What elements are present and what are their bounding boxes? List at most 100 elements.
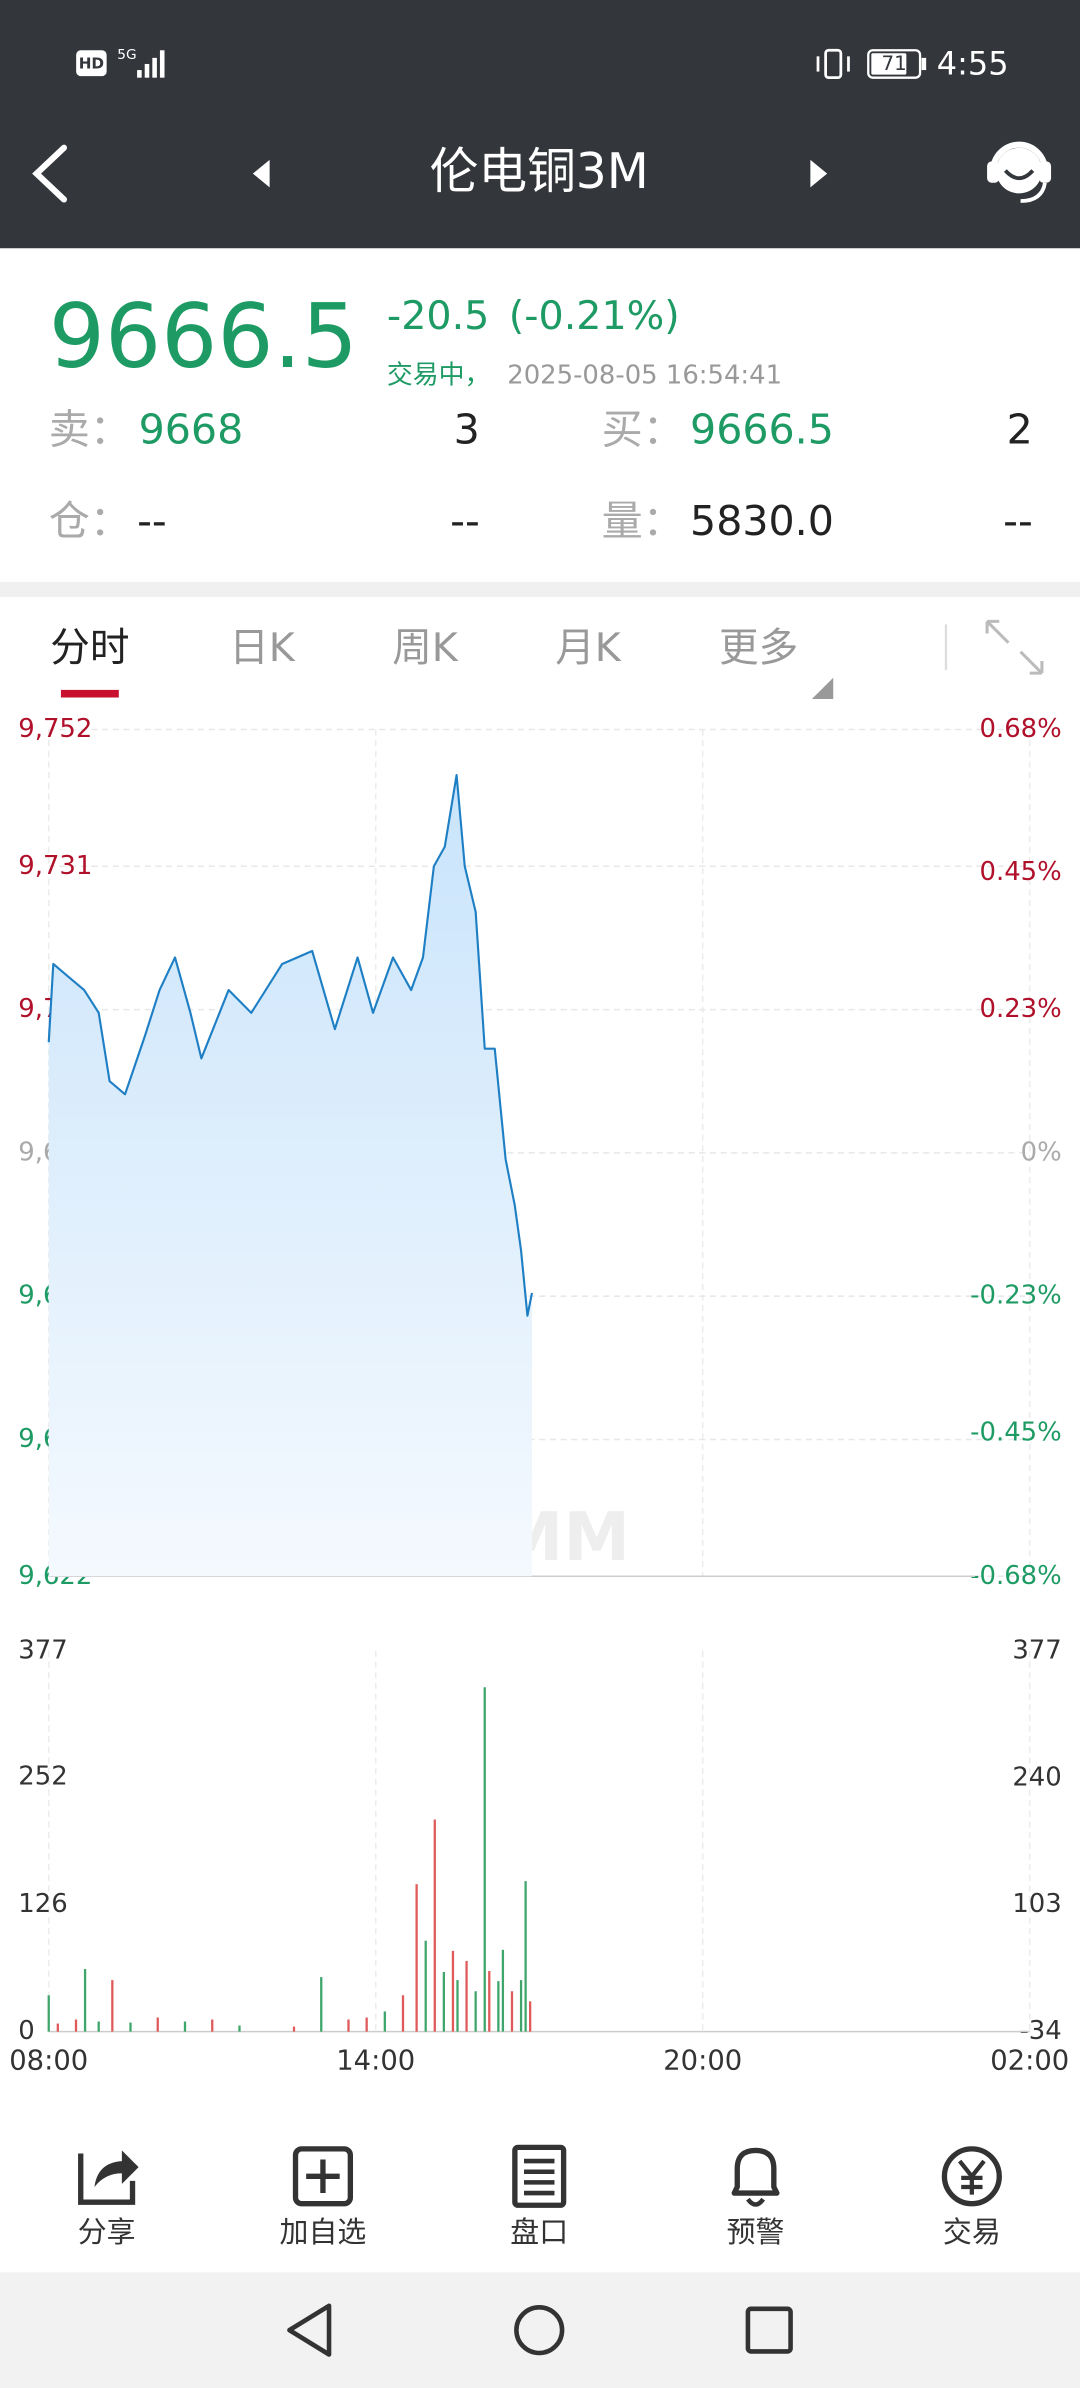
last-price: 9666.5	[49, 285, 358, 388]
battery: 71	[882, 52, 907, 75]
volume-bar	[129, 2022, 132, 2032]
price-change-pct: (-0.21%)	[509, 293, 680, 339]
trade-button[interactable]: 交易	[941, 2146, 1002, 2249]
top-bar	[0, 0, 1080, 249]
x-tick-label: 20:00	[663, 2046, 742, 2077]
volume-bar	[183, 2021, 187, 2032]
ask-label: 卖：	[49, 406, 131, 454]
tab-more[interactable]: 更多	[719, 625, 798, 671]
alert-button[interactable]: 预警	[727, 2147, 785, 2249]
oi-change: --	[450, 497, 480, 545]
volume-bar	[456, 1980, 459, 2032]
system-nav	[0, 2272, 1080, 2388]
tab-intraday[interactable]: 分时	[50, 625, 129, 671]
price-area	[48, 775, 532, 1577]
nav-back[interactable]	[287, 2303, 332, 2357]
volume-bar	[451, 1950, 455, 2032]
ask-size: 3	[454, 406, 480, 454]
hd-icon	[76, 50, 107, 77]
volume-bar	[347, 2019, 350, 2032]
volume-bar	[211, 2019, 214, 2032]
x-tick-label: 02:00	[990, 2046, 1069, 2077]
watchlist-button[interactable]: 加自选	[280, 2146, 367, 2249]
volume-bar	[501, 1949, 505, 2032]
volume-bar	[238, 2025, 241, 2032]
separator	[0, 581, 1080, 597]
ask-price: 9668	[139, 406, 244, 454]
volume-bar	[56, 2023, 59, 2032]
battery-tip	[921, 57, 927, 71]
volume-bar	[111, 1980, 114, 2032]
volume-label: 量：	[602, 497, 684, 545]
tab-weekly[interactable]: 周K	[392, 625, 459, 671]
volume-bar	[97, 2021, 100, 2032]
prev-button[interactable]	[252, 159, 270, 188]
y2-tick-label: -0.68%	[970, 1561, 1062, 1591]
nav-recents[interactable]	[745, 2306, 793, 2354]
volume-bar	[365, 2017, 368, 2032]
bid-size: 2	[1007, 406, 1033, 454]
tab-daily[interactable]: 日K	[229, 625, 296, 671]
more-arrow	[811, 677, 834, 700]
volume-bar	[383, 2011, 386, 2032]
nav-home[interactable]	[514, 2304, 565, 2356]
volume-bar	[433, 1819, 436, 2032]
y2-tick-label: 377	[1012, 1635, 1061, 1665]
signal-type: 5G	[117, 47, 136, 63]
x-tick-label: 14:00	[336, 2046, 415, 2077]
volume-bar	[510, 1991, 514, 2032]
share-label: 分享	[78, 2215, 136, 2249]
y-tick-label: 126	[18, 1889, 67, 1919]
volume-bar	[488, 1971, 491, 2032]
battery-frame	[867, 49, 922, 79]
clock: 4:55	[937, 44, 1009, 82]
volume-bar	[292, 2026, 296, 2032]
vibrate-icon	[816, 48, 850, 80]
volume-bar	[401, 1995, 405, 2032]
charts: 9,7520.68%9,7310.45%9,7090.23%9,6870%9,6…	[9, 714, 1069, 2077]
trade-label: 交易	[943, 2215, 1001, 2249]
battery-level	[871, 53, 907, 75]
y2-tick-label: 240	[1012, 1762, 1061, 1792]
price-change: -20.5	[387, 293, 489, 339]
y-tick-label: 252	[18, 1762, 67, 1792]
volume-bar	[424, 1940, 427, 2032]
support-button[interactable]	[987, 141, 1052, 203]
y2-tick-label: -0.45%	[970, 1418, 1062, 1448]
bid-label: 买：	[602, 406, 684, 454]
trade-state: 交易中，	[387, 361, 491, 391]
timestamp: 2025-08-05 16:54:41	[507, 361, 782, 391]
volume-bar	[524, 1881, 527, 2032]
y-tick-label: 0	[18, 2016, 34, 2046]
toolbar: 分享 加自选 盘口 预警 交易	[78, 2144, 1002, 2249]
volume-change: --	[1003, 497, 1033, 545]
oi-label: 仓：	[49, 497, 131, 545]
volume-bar	[442, 1972, 446, 2032]
orderbook-button[interactable]: 盘口	[510, 2144, 568, 2249]
volume-bar	[529, 2001, 532, 2032]
y2-tick-label: -0.23%	[970, 1281, 1062, 1311]
volume: 5830.0	[690, 497, 834, 545]
tab-monthly[interactable]: 月K	[555, 625, 622, 671]
back-button[interactable]	[32, 144, 68, 203]
next-button[interactable]	[810, 159, 828, 188]
volume-bar	[47, 1995, 50, 2032]
volume-bar	[519, 1980, 523, 2032]
volume-bar	[483, 1687, 486, 2032]
fullscreen-button[interactable]	[985, 619, 1044, 675]
tab-indicator	[60, 689, 119, 698]
network: HD	[79, 54, 104, 72]
y-tick-label: 377	[18, 1635, 67, 1665]
share-button[interactable]: 分享	[78, 2150, 139, 2249]
y2-tick-label: 0.23%	[980, 994, 1062, 1024]
y-tick-label: 9,731	[18, 851, 92, 881]
volume-bar	[320, 1977, 323, 2032]
y2-tick-label: 0%	[1021, 1137, 1062, 1167]
orderbook-label: 盘口	[510, 2215, 568, 2249]
y-tick-label: 9,752	[18, 714, 92, 744]
page-title: 伦电铜3M	[430, 144, 649, 200]
volume-bar	[74, 2019, 78, 2032]
watchlist-label: 加自选	[280, 2215, 367, 2249]
price-line	[47, 774, 534, 1317]
